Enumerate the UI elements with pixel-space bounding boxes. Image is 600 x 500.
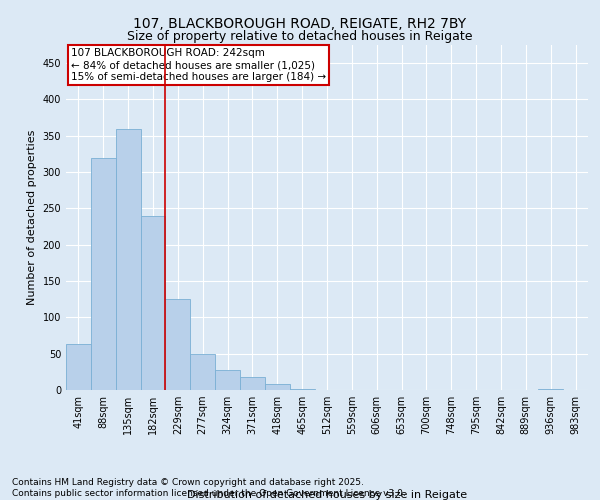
Y-axis label: Number of detached properties: Number of detached properties — [27, 130, 37, 305]
Text: Contains HM Land Registry data © Crown copyright and database right 2025.
Contai: Contains HM Land Registry data © Crown c… — [12, 478, 406, 498]
Bar — [91, 158, 116, 390]
X-axis label: Distribution of detached houses by size in Reigate: Distribution of detached houses by size … — [187, 490, 467, 500]
Text: Size of property relative to detached houses in Reigate: Size of property relative to detached ho… — [127, 30, 473, 43]
Bar — [140, 216, 166, 390]
Text: 107, BLACKBOROUGH ROAD, REIGATE, RH2 7BY: 107, BLACKBOROUGH ROAD, REIGATE, RH2 7BY — [133, 18, 467, 32]
Bar — [66, 344, 91, 390]
Bar — [166, 299, 190, 390]
Bar — [265, 384, 290, 390]
Text: 107 BLACKBOROUGH ROAD: 242sqm
← 84% of detached houses are smaller (1,025)
15% o: 107 BLACKBOROUGH ROAD: 242sqm ← 84% of d… — [71, 48, 326, 82]
Bar — [215, 370, 240, 390]
Bar — [290, 388, 314, 390]
Bar — [190, 354, 215, 390]
Bar — [116, 128, 140, 390]
Bar — [240, 377, 265, 390]
Bar — [538, 388, 563, 390]
